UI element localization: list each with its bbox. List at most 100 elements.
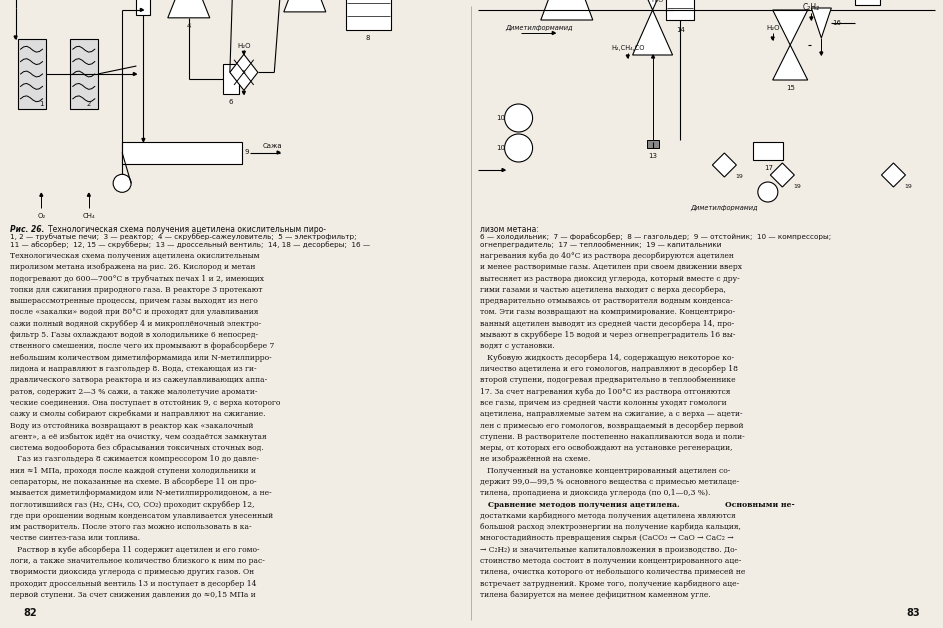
Bar xyxy=(18,39,45,109)
Bar xyxy=(137,0,150,15)
Text: 16: 16 xyxy=(832,20,841,26)
Polygon shape xyxy=(284,0,326,12)
Text: после «закалки» водой при 80°С и проходят для улавливания: после «закалки» водой при 80°С и проходя… xyxy=(10,308,258,317)
Text: ванный ацетилен выводят из средней части десорбера 14, про-: ванный ацетилен выводят из средней части… xyxy=(480,320,735,328)
Text: честве синтез-газа или топлива.: честве синтез-газа или топлива. xyxy=(10,534,140,543)
Text: подогревают до 600—700°С в трубчатых печах 1 и 2, имеющих: подогревают до 600—700°С в трубчатых печ… xyxy=(10,274,264,283)
Text: 13: 13 xyxy=(649,153,657,159)
Text: сепараторы, не показанные на схеме. В абсорбере 11 он про-: сепараторы, не показанные на схеме. В аб… xyxy=(10,478,256,486)
Text: ческие соединения. Она поступает в отстойник 9, с верха которого: ческие соединения. Она поступает в отсто… xyxy=(10,399,280,407)
Text: ственного смешения, после чего их промывают в форабсорбере 7: ственного смешения, после чего их промыв… xyxy=(10,342,274,350)
Text: где при орошении водным конденсатом улавливается унесенный: где при орошении водным конденсатом улав… xyxy=(10,512,273,520)
Polygon shape xyxy=(771,37,774,40)
Text: лидона и направляют в газгольдер 8. Вода, стекающая из ги-: лидона и направляют в газгольдер 8. Вода… xyxy=(10,365,256,373)
Text: 82: 82 xyxy=(24,608,37,618)
Text: тилена, пропадиена и диоксида углерода (по 0,1—0,3 %).: тилена, пропадиена и диоксида углерода (… xyxy=(480,489,710,497)
Text: Кубовую жидкость десорбера 14, содержащую некоторое ко-: Кубовую жидкость десорбера 14, содержащу… xyxy=(480,354,734,362)
Text: 5: 5 xyxy=(242,70,246,75)
Text: C₂H₂: C₂H₂ xyxy=(802,4,820,13)
Polygon shape xyxy=(242,51,245,55)
Text: топки для сжигания природного газа. В реакторе 3 протекают: топки для сжигания природного газа. В ре… xyxy=(10,286,262,294)
Polygon shape xyxy=(133,72,137,75)
Text: → C₂H₂) и значительные капиталовложения в производство. До-: → C₂H₂) и значительные капиталовложения … xyxy=(480,546,737,554)
Polygon shape xyxy=(633,10,672,55)
Text: 17. За счет нагревания куба до 100°С из раствора отгоняются: 17. За счет нагревания куба до 100°С из … xyxy=(480,387,731,396)
Text: тилена базируется на менее дефицитном каменном угле.: тилена базируется на менее дефицитном ка… xyxy=(480,591,711,599)
Text: небольшим количеством диметилформамида или N-метилпирро-: небольшим количеством диметилформамида и… xyxy=(10,354,272,362)
Polygon shape xyxy=(242,91,245,94)
Polygon shape xyxy=(819,52,823,55)
Text: фильтр 5. Газы охлаждают водой в холодильнике 6 непосред-: фильтр 5. Газы охлаждают водой в холодил… xyxy=(10,331,258,339)
Text: нагревания куба до 40°С из раствора десорбируются ацетилен: нагревания куба до 40°С из раствора десо… xyxy=(480,252,734,260)
Text: 8: 8 xyxy=(366,35,371,41)
Polygon shape xyxy=(811,8,832,38)
Text: сажи полный водяной скруббер 4 и микроплёночный электро-: сажи полный водяной скруббер 4 и микропл… xyxy=(10,320,261,328)
Polygon shape xyxy=(40,193,42,196)
Polygon shape xyxy=(626,55,629,58)
Text: дравлического затвора реактора и из сажеулавливающих аппа-: дравлического затвора реактора и из саже… xyxy=(10,376,267,384)
Text: встречает затруднений. Кроме того, получение карбидного аце-: встречает затруднений. Кроме того, получ… xyxy=(480,580,739,588)
Text: CH₄: CH₄ xyxy=(82,213,95,219)
Text: 1, 2 — трубчатые печи;  3 — реактор;  4 — скруббер-сажеуловитель;  5 — электрофи: 1, 2 — трубчатые печи; 3 — реактор; 4 — … xyxy=(10,233,356,240)
Text: гими газами и частью ацетилена выходит с верха десорбера,: гими газами и частью ацетилена выходит с… xyxy=(480,286,726,294)
Text: Полученный на установке концентрированный ацетилен со-: Полученный на установке концентрированны… xyxy=(480,467,731,475)
Text: Технологическая схема получения ацетилена окислительным пиро-: Технологическая схема получения ацетилен… xyxy=(48,225,326,234)
Text: меры, от которых его освобождают на установке регенерации,: меры, от которых его освобождают на уста… xyxy=(480,444,733,452)
Text: H₂O: H₂O xyxy=(652,0,664,4)
Text: 9: 9 xyxy=(245,149,249,156)
Circle shape xyxy=(113,175,131,192)
Text: стоинство метода состоит в получении концентрированного аце-: стоинство метода состоит в получении кон… xyxy=(480,557,741,565)
Text: достатками карбидного метода получения ацетилена являются: достатками карбидного метода получения а… xyxy=(480,512,736,520)
Text: 1: 1 xyxy=(39,101,43,107)
Polygon shape xyxy=(168,0,209,18)
Text: Воду из отстойника возвращают в реактор как «закалочный: Воду из отстойника возвращают в реактор … xyxy=(10,421,254,430)
Polygon shape xyxy=(810,17,813,20)
Bar xyxy=(667,0,694,20)
Text: сажу и смолы собирают скребками и направляют на сжигание.: сажу и смолы собирают скребками и направ… xyxy=(10,410,266,418)
Text: им растворитель. После этого газ можно использовать в ка-: им растворитель. После этого газ можно и… xyxy=(10,523,252,531)
Text: система водооборота без сбрасывания токсичных сточных вод.: система водооборота без сбрасывания токс… xyxy=(10,444,264,452)
Bar xyxy=(647,140,659,148)
Text: 4: 4 xyxy=(187,23,191,29)
Text: не изображённой на схеме.: не изображённой на схеме. xyxy=(480,455,590,463)
Bar xyxy=(70,39,98,109)
Text: Технологическая схема получения ацетилена окислительным: Технологическая схема получения ацетилен… xyxy=(10,252,259,260)
Polygon shape xyxy=(770,163,794,187)
Text: Диметилформамид: Диметилформамид xyxy=(505,25,572,31)
Text: Газ из газгольдера 8 сжимается компрессором 10 до давле-: Газ из газгольдера 8 сжимается компрессо… xyxy=(10,455,259,463)
Bar xyxy=(346,0,390,30)
Text: пиролизом метана изображена на рис. 26. Кислород и метан: пиролизом метана изображена на рис. 26. … xyxy=(10,263,256,271)
Text: мывается диметилформамидом или N-метилпирролидоном, а не-: мывается диметилформамидом или N-метилпи… xyxy=(10,489,272,497)
Text: большой расход электроэнергии на получение карбида кальция,: большой расход электроэнергии на получен… xyxy=(480,523,741,531)
Text: водят с установки.: водят с установки. xyxy=(480,342,554,350)
Text: творимости диоксида углерода с примесью других газов. Он: творимости диоксида углерода с примесью … xyxy=(10,568,254,577)
Text: 83: 83 xyxy=(906,608,919,618)
Text: 2: 2 xyxy=(87,101,91,107)
Polygon shape xyxy=(141,139,145,141)
Text: второй ступени, подогревая предварительно в теплообменнике: второй ступени, подогревая предварительн… xyxy=(480,376,736,384)
Text: 17: 17 xyxy=(764,165,773,171)
Text: 6 — холодильник;  7 — форабсорбер;  8 — газгольдер;  9 — отстойник;  10 — компре: 6 — холодильник; 7 — форабсорбер; 8 — га… xyxy=(480,233,831,240)
Polygon shape xyxy=(141,8,143,11)
Text: H₂O: H₂O xyxy=(237,43,251,50)
Polygon shape xyxy=(553,31,555,35)
Text: и менее растворимые газы. Ацетилен при своем движении вверх: и менее растворимые газы. Ацетилен при с… xyxy=(480,263,742,271)
Text: 15: 15 xyxy=(786,85,795,91)
Bar xyxy=(854,0,880,5)
Text: Сравнение методов получения ацетилена.: Сравнение методов получения ацетилена. xyxy=(480,501,682,509)
Text: 19: 19 xyxy=(904,185,913,190)
Text: логи, а также значительное количество близкого к ним по рас-: логи, а также значительное количество бл… xyxy=(10,557,265,565)
Polygon shape xyxy=(882,163,905,187)
Text: держит 99,0—99,5 % основного вещества с примесью метилаце-: держит 99,0—99,5 % основного вещества с … xyxy=(480,478,739,486)
Text: 10: 10 xyxy=(496,115,505,121)
Text: первой ступени. За счет снижения давления до ≈0,15 МПа и: первой ступени. За счет снижения давлени… xyxy=(10,591,256,599)
Polygon shape xyxy=(712,153,736,177)
Circle shape xyxy=(505,104,533,132)
Bar xyxy=(223,64,239,94)
Text: Диметилформамид: Диметилформамид xyxy=(690,205,758,211)
Circle shape xyxy=(758,182,778,202)
Text: 10: 10 xyxy=(496,145,505,151)
Text: поглотившийся газ (H₂, CH₄, CO, CO₂) проходит скруббер 12,: поглотившийся газ (H₂, CH₄, CO, CO₂) про… xyxy=(10,501,255,509)
Text: тилена, очистка которого от небольшого количества примесей не: тилена, очистка которого от небольшого к… xyxy=(480,568,745,577)
Polygon shape xyxy=(277,151,280,154)
